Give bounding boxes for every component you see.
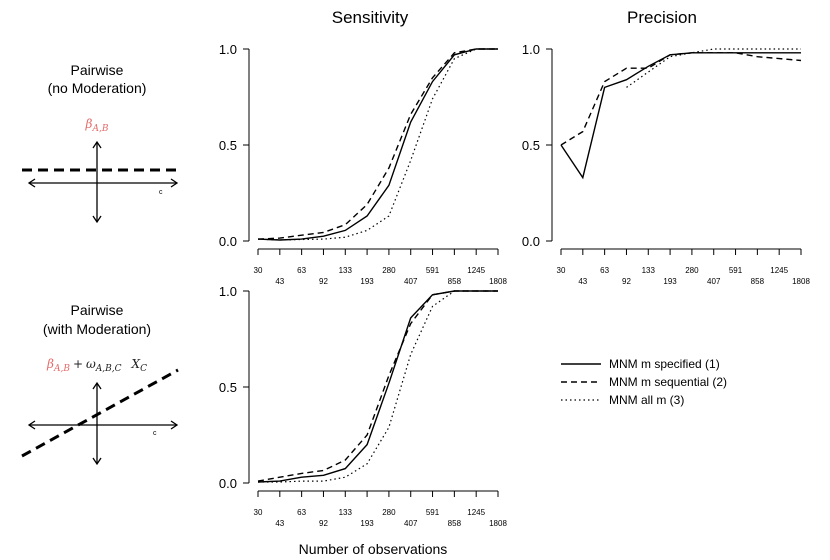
x-tick-label: 591 (426, 266, 440, 275)
row2-omega: ω (86, 357, 96, 371)
x-tick-label: 30 (254, 266, 263, 275)
row2-x: X (131, 357, 141, 371)
legend: MNM m specified (1) MNM m sequential (2)… (561, 357, 727, 407)
series-line-dashed (257, 48, 498, 240)
series-line-dotted (257, 48, 498, 241)
row1-diagram-c-label: c (159, 189, 163, 196)
x-tick-label: 63 (600, 266, 609, 275)
row2-diagram: c (21, 368, 179, 466)
series-line-dotted (258, 290, 498, 483)
row2-diagram-y-arrow-down (92, 457, 102, 466)
row1-title-line1: Pairwise (71, 62, 124, 78)
row1-diagram-y-arrow-down (92, 215, 102, 224)
column-title-precision: Precision (627, 8, 697, 27)
x-tick-label: 1808 (489, 277, 507, 286)
series-line-solid (560, 52, 801, 180)
row2-diagram-x-arrow-left (27, 420, 36, 430)
series-line-solid (257, 290, 498, 483)
x-tick-label: 1808 (792, 277, 810, 286)
x-tick-label: 407 (404, 277, 418, 286)
series-line-dashed (560, 52, 802, 146)
x-tick-label: 133 (339, 266, 353, 275)
row1-title-line2: (no Moderation) (48, 80, 147, 96)
x-tick-label: 30 (557, 266, 566, 275)
row2-beta-sub: A,B (53, 364, 70, 374)
row2-title-line2: (with Moderation) (43, 321, 151, 337)
row-label-with-moderation: Pairwise (with Moderation) βA,B + ωA,B,C XC… (21, 302, 179, 466)
row2-beta: β (46, 357, 54, 371)
x-tick-label: 1808 (489, 519, 507, 528)
row2-omega-sub: A,B,C (95, 364, 122, 374)
row1-diagram: c (22, 140, 179, 224)
x-tick-label: 1245 (467, 266, 485, 275)
y-tick-label: 0.5 (522, 138, 540, 153)
row2-diagram-c-label: c (153, 430, 157, 437)
row2-title-line1: Pairwise (71, 302, 124, 318)
x-tick-label: 43 (275, 277, 284, 286)
x-tick-label: 30 (254, 508, 263, 517)
x-tick-label: 133 (642, 266, 656, 275)
y-tick-label: 0.5 (219, 138, 237, 153)
x-tick-label: 193 (360, 277, 374, 286)
x-tick-label: 43 (578, 277, 587, 286)
x-tick-label: 92 (319, 519, 328, 528)
row1-beta: β (85, 117, 93, 131)
x-tick-label: 280 (382, 266, 396, 275)
precision-top-panel: 0.0 0.5 1.0 30 43 63 92 133 193 280 407 591 858 1245 1… (522, 42, 811, 286)
y-tick-label: 0.0 (219, 234, 237, 249)
row2-formula: βA,B + ωA,B,C XC (46, 357, 147, 374)
x-tick-label: 63 (297, 266, 306, 275)
legend-label-sequential: MNM m sequential (2) (609, 375, 727, 389)
x-tick-label: 591 (426, 508, 440, 517)
x-tick-label: 193 (663, 277, 677, 286)
x-tick-label: 858 (751, 277, 765, 286)
row2-diagram-x-arrow-right (170, 420, 179, 430)
series-line-dashed (257, 290, 498, 482)
sensitivity-bottom-panel: 0.0 0.5 1.0 30 43 63 92 133 193 280 407 591 858 1245 1… (219, 284, 508, 528)
x-tick-label: 858 (448, 277, 462, 286)
x-tick-label: 63 (297, 508, 306, 517)
y-tick-label: 1.0 (522, 42, 540, 57)
row1-diagram-x-arrow-right (170, 178, 179, 188)
row1-diagram-y-arrow-up (92, 140, 102, 149)
row2-diagram-sloped-line (21, 368, 179, 458)
x-tick-label: 407 (404, 519, 418, 528)
row1-formula: βA,B (85, 117, 109, 134)
x-tick-label: 1245 (467, 508, 485, 517)
y-tick-label: 1.0 (219, 284, 237, 299)
y-tick-label: 1.0 (219, 42, 237, 57)
x-tick-label: 858 (448, 519, 462, 528)
x-tick-label: 1245 (770, 266, 788, 275)
y-tick-label: 0.5 (219, 380, 237, 395)
row-label-no-moderation: Pairwise (no Moderation) βA,B c (22, 62, 179, 224)
x-tick-label: 407 (707, 277, 721, 286)
column-title-sensitivity: Sensitivity (332, 8, 409, 27)
series-line-solid (257, 48, 498, 241)
row1-diagram-x-arrow-left (27, 178, 36, 188)
series-line-dotted (626, 48, 801, 88)
x-tick-label: 193 (360, 519, 374, 528)
x-tick-label: 92 (319, 277, 328, 286)
y-tick-label: 0.0 (522, 234, 540, 249)
x-tick-label: 133 (339, 508, 353, 517)
legend-label-specified: MNM m specified (1) (609, 357, 720, 371)
x-tick-label: 280 (382, 508, 396, 517)
x-tick-label: 591 (729, 266, 743, 275)
row2-diagram-y-arrow-up (92, 381, 102, 390)
y-tick-label: 0.0 (219, 476, 237, 491)
row2-plus: + (73, 357, 83, 371)
sensitivity-top-panel: 0.0 0.5 1.0 30 43 63 92 133 193 280 407 591 858 1245 1… (219, 42, 508, 286)
row2-x-sub: C (140, 364, 147, 374)
legend-label-all: MNM all m (3) (609, 393, 684, 407)
x-tick-label: 43 (275, 519, 284, 528)
row1-beta-sub: A,B (91, 124, 108, 134)
x-tick-label: 280 (685, 266, 699, 275)
x-axis-label: Number of observations (299, 541, 448, 557)
x-tick-label: 92 (622, 277, 631, 286)
